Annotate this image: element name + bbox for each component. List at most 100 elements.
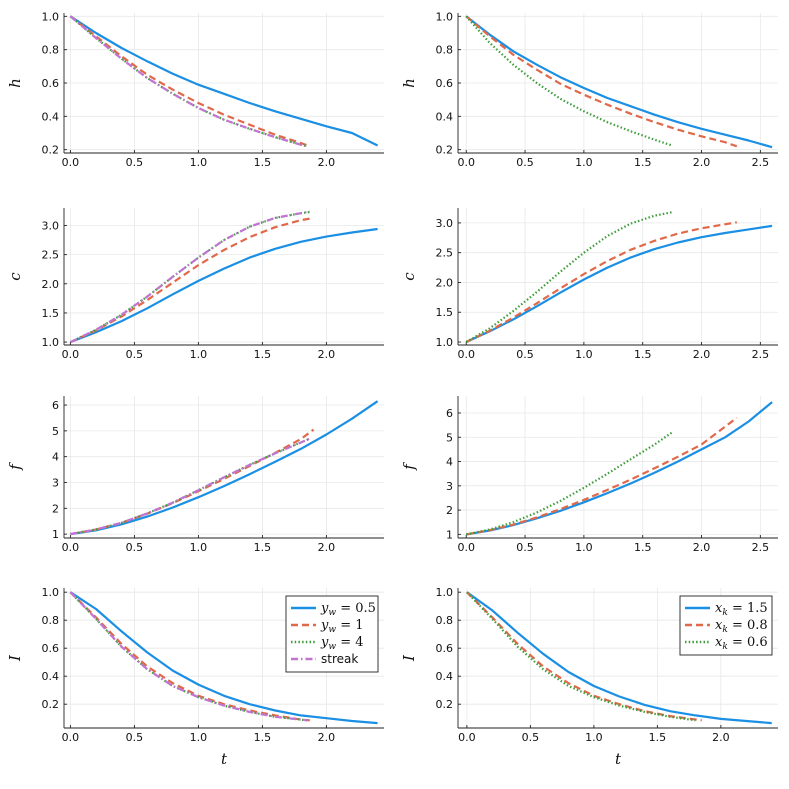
y-tick-label: 6: [446, 407, 453, 420]
y-tick-label: 1.0: [436, 336, 454, 349]
x-axis-label: t: [221, 750, 228, 768]
x-tick-label: 1.5: [634, 541, 652, 554]
series-line-blue: [466, 401, 773, 536]
series-line-purple: [69, 591, 308, 722]
x-tick-label: 0.5: [126, 541, 144, 554]
legend-label: streak: [321, 652, 358, 666]
y-tick-label: 0.2: [42, 144, 60, 157]
y-tick-label: 0.6: [42, 77, 60, 90]
x-tick-label: 1.0: [190, 156, 208, 169]
legend-label-main: y: [320, 601, 329, 616]
series-line-orange: [69, 15, 311, 148]
series-line-green: [465, 431, 673, 536]
y-tick-label: 1.0: [42, 586, 60, 599]
chart-panel-row2-right: 0.0 0.5 1.0 1.5 2.0 2.5 1.0 1.5 2.0 2.5 3.0 c: [400, 208, 778, 361]
series-line-green: [465, 211, 673, 343]
legend-label: yw = 0.5: [320, 601, 376, 618]
legend-label-value: = 4: [336, 635, 363, 650]
x-tick-label: 0.0: [457, 348, 475, 361]
x-tick-label: 0.0: [62, 731, 80, 744]
x-tick-label: 0.0: [62, 348, 80, 361]
x-tick-label: 0.0: [457, 541, 475, 554]
legend-label-main: y: [320, 618, 329, 633]
legend-label: xk = 1.5: [715, 601, 768, 618]
series-line-blue: [466, 591, 772, 725]
y-tick-label: 0.4: [436, 670, 454, 683]
y-tick-label: 3: [446, 480, 453, 493]
y-tick-label: 4: [52, 451, 59, 464]
y-tick-label: 0.8: [42, 44, 60, 57]
legend-label-value: = 0.6: [728, 635, 768, 650]
y-tick-label: 6: [52, 399, 59, 412]
x-tick-label: 2.5: [752, 348, 770, 361]
chart-panel-row3-right: 0.0 0.5 1.0 1.5 2.0 2.5 1 2 3 4 5 6 f: [400, 396, 778, 554]
x-tick-label: 0.5: [516, 348, 534, 361]
x-tick-label: 2.0: [318, 731, 336, 744]
y-tick-label: 5: [52, 425, 59, 438]
y-tick-label: 0.8: [42, 614, 60, 627]
x-axis-label: t: [615, 750, 622, 768]
x-tick-label: 2.5: [752, 541, 770, 554]
y-tick-label: 0.8: [436, 44, 454, 57]
series-line-green: [466, 591, 696, 722]
y-axis-label: f: [6, 462, 24, 471]
x-tick-label: 1.0: [575, 156, 593, 169]
x-tick-label: 1.0: [575, 348, 593, 361]
series-line-orange: [466, 591, 702, 722]
legend-label-value: = 1.5: [728, 601, 768, 616]
y-tick-label: 2: [446, 504, 453, 517]
y-tick-label: 0.8: [436, 614, 454, 627]
series-line-orange: [466, 416, 738, 536]
legend-label-main: streak: [321, 652, 358, 666]
x-tick-label: 2.0: [693, 156, 711, 169]
y-axis-label: I: [6, 654, 24, 662]
legend: xk = 1.5xk = 0.8xk = 0.6: [679, 595, 773, 656]
chart-panel-top-right: 0.0 0.5 1.0 1.5 2.0 2.5 0.2 0.4 0.6 0.8 1.0 h: [400, 10, 778, 169]
series-line-purple: [69, 210, 311, 344]
x-tick-label: 0.0: [62, 156, 80, 169]
legend-label-main: x: [715, 618, 723, 633]
x-tick-label: 1.5: [254, 541, 272, 554]
series-line-blue: [70, 400, 379, 536]
y-tick-label: 2.5: [436, 247, 454, 260]
y-tick-label: 0.4: [436, 110, 454, 123]
y-tick-label: 3.0: [436, 217, 454, 230]
x-tick-label: 2.0: [318, 156, 336, 169]
x-tick-label: 0.0: [458, 731, 476, 744]
y-tick-label: 1.0: [436, 10, 454, 23]
legend-label-value: = 0.5: [336, 601, 376, 616]
x-tick-label: 0.5: [522, 731, 540, 744]
series-line-blue: [69, 591, 378, 725]
y-axis-label: f: [400, 462, 418, 471]
x-tick-label: 1.5: [254, 348, 272, 361]
x-tick-label: 0.5: [516, 156, 534, 169]
series-line-green: [69, 211, 310, 344]
y-tick-label: 2.5: [42, 249, 60, 262]
series-line-blue: [465, 15, 773, 149]
x-tick-label: 0.5: [126, 348, 144, 361]
y-tick-label: 0.2: [436, 698, 454, 711]
legend-box: [679, 595, 773, 656]
x-tick-label: 1.0: [190, 731, 208, 744]
y-tick-label: 0.6: [436, 77, 454, 90]
legend-label-value: = 1: [336, 618, 363, 633]
x-tick-label: 1.5: [634, 348, 652, 361]
series-line-purple: [70, 437, 311, 536]
x-tick-label: 1.5: [634, 156, 652, 169]
legend-label-main: x: [715, 601, 723, 616]
y-tick-label: 0.2: [42, 698, 60, 711]
y-tick-label: 5: [446, 431, 453, 444]
x-tick-label: 2.0: [693, 348, 711, 361]
legend-label-subscript: w: [328, 642, 336, 652]
chart-panel-row3-left: 0.0 0.5 1.0 1.5 2.0 1 2 3 4 5 6 f: [6, 396, 384, 554]
x-tick-label: 1.5: [649, 731, 667, 744]
legend-label: xk = 0.6: [715, 635, 768, 652]
legend-label-value: = 0.8: [728, 618, 768, 633]
y-tick-label: 0.2: [436, 144, 454, 157]
y-tick-label: 2: [52, 502, 59, 515]
y-tick-label: 2.0: [436, 276, 454, 289]
